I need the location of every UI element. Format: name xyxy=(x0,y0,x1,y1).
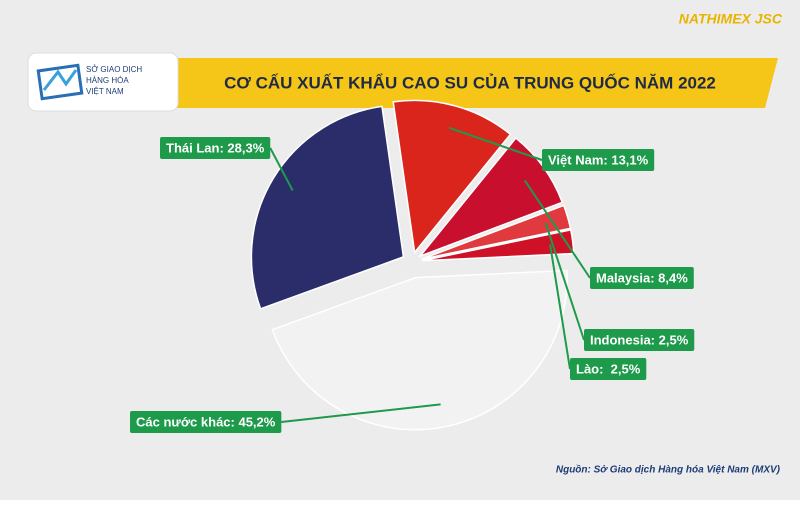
labels: Thái Lan: 28,3% Việt Nam: 13,1% Malaysia: … xyxy=(130,126,695,433)
leader-line xyxy=(448,126,543,161)
leader-line xyxy=(544,222,585,341)
logo-text: VIỆT NAM xyxy=(86,87,124,96)
label-text: Việt Nam: 13,1% xyxy=(548,152,649,167)
title-banner xyxy=(165,58,778,108)
label-text: Các nước khác: 45,2% xyxy=(136,414,276,429)
label-text: Thái Lan: 28,3% xyxy=(166,140,265,155)
label-box xyxy=(130,411,282,433)
pie-slice xyxy=(250,105,405,310)
leader-line xyxy=(549,244,571,370)
label-text: Lào: 2,5% xyxy=(576,361,641,376)
leader-line xyxy=(269,147,294,191)
label-text: Malaysia: 8,4% xyxy=(596,270,688,285)
label-box xyxy=(584,329,695,351)
data-label: Lào: 2,5% xyxy=(570,358,647,380)
data-label: Malaysia: 8,4% xyxy=(590,267,694,289)
label-box xyxy=(590,267,694,289)
logo-text: SỞ GIAO DỊCH xyxy=(86,65,142,74)
label-text: Indonesia: 2,5% xyxy=(590,332,689,347)
brand: NATHIMEX JSC xyxy=(679,11,783,27)
logo-icon xyxy=(36,63,84,101)
chart-title: CƠ CẤU XUẤT KHẨU CAO SU CỦA TRUNG QUỐC N… xyxy=(224,72,716,92)
data-label: Thái Lan: 28,3% xyxy=(160,137,271,159)
data-label: Việt Nam: 13,1% xyxy=(542,149,655,171)
label-box xyxy=(570,358,647,380)
pie-slice xyxy=(271,269,568,431)
leader-line xyxy=(281,403,441,423)
leader-line xyxy=(524,179,591,279)
data-label: Indonesia: 2,5% xyxy=(584,329,695,351)
source: Nguồn: Sở Giao dịch Hàng hóa Việt Nam (M… xyxy=(556,464,781,476)
pie-slice xyxy=(421,204,572,260)
label-box xyxy=(542,149,655,171)
logo-text: HÀNG HÓA xyxy=(86,76,129,85)
data-label: Các nước khác: 45,2% xyxy=(130,411,282,433)
label-box xyxy=(160,137,271,159)
